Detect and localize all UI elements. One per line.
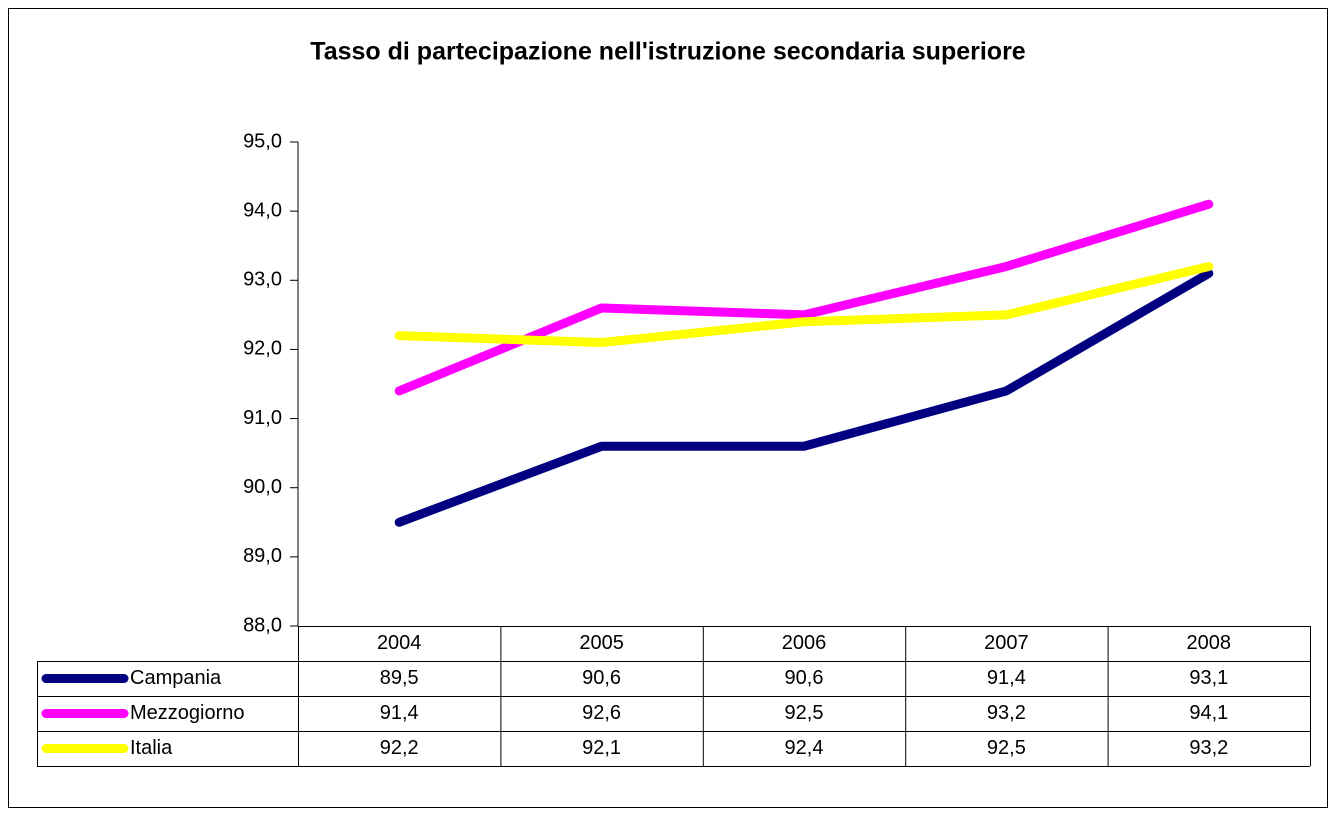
- x-tick-label: 2008: [1187, 632, 1232, 654]
- chart-title: Tasso di partecipazione nell'istruzione …: [310, 38, 1026, 66]
- y-tick-label: 90,0: [243, 476, 282, 498]
- legend-label: Campania: [130, 667, 222, 689]
- y-tick-label: 89,0: [243, 545, 282, 567]
- table-value: 93,2: [1189, 737, 1228, 759]
- table-value: 94,1: [1189, 702, 1228, 724]
- y-tick-label: 88,0: [243, 614, 282, 636]
- table-value: 93,1: [1189, 667, 1228, 689]
- table-value: 92,5: [987, 737, 1026, 759]
- table-value: 90,6: [582, 667, 621, 689]
- legend-label: Mezzogiorno: [130, 702, 245, 724]
- y-tick-label: 91,0: [243, 407, 282, 429]
- x-tick-label: 2007: [984, 632, 1029, 654]
- table-value: 92,1: [582, 737, 621, 759]
- series-line: [394, 261, 1214, 348]
- table-value: 92,4: [785, 737, 824, 759]
- table-value: 91,4: [987, 667, 1026, 689]
- table-value: 90,6: [785, 667, 824, 689]
- y-tick-label: 94,0: [243, 199, 282, 221]
- legend-label: Italia: [130, 737, 173, 759]
- table-value: 89,5: [380, 667, 419, 689]
- x-tick-label: 2004: [377, 632, 422, 654]
- table-value: 92,6: [582, 702, 621, 724]
- y-tick-label: 93,0: [243, 269, 282, 291]
- table-value: 92,2: [380, 737, 419, 759]
- series-line: [394, 199, 1214, 396]
- x-tick-label: 2006: [782, 632, 827, 654]
- table-value: 92,5: [785, 702, 824, 724]
- table-value: 91,4: [380, 702, 419, 724]
- y-tick-label: 95,0: [243, 130, 282, 152]
- table-value: 93,2: [987, 702, 1026, 724]
- series-line: [394, 268, 1214, 527]
- x-tick-label: 2005: [579, 632, 624, 654]
- y-tick-label: 92,0: [243, 338, 282, 360]
